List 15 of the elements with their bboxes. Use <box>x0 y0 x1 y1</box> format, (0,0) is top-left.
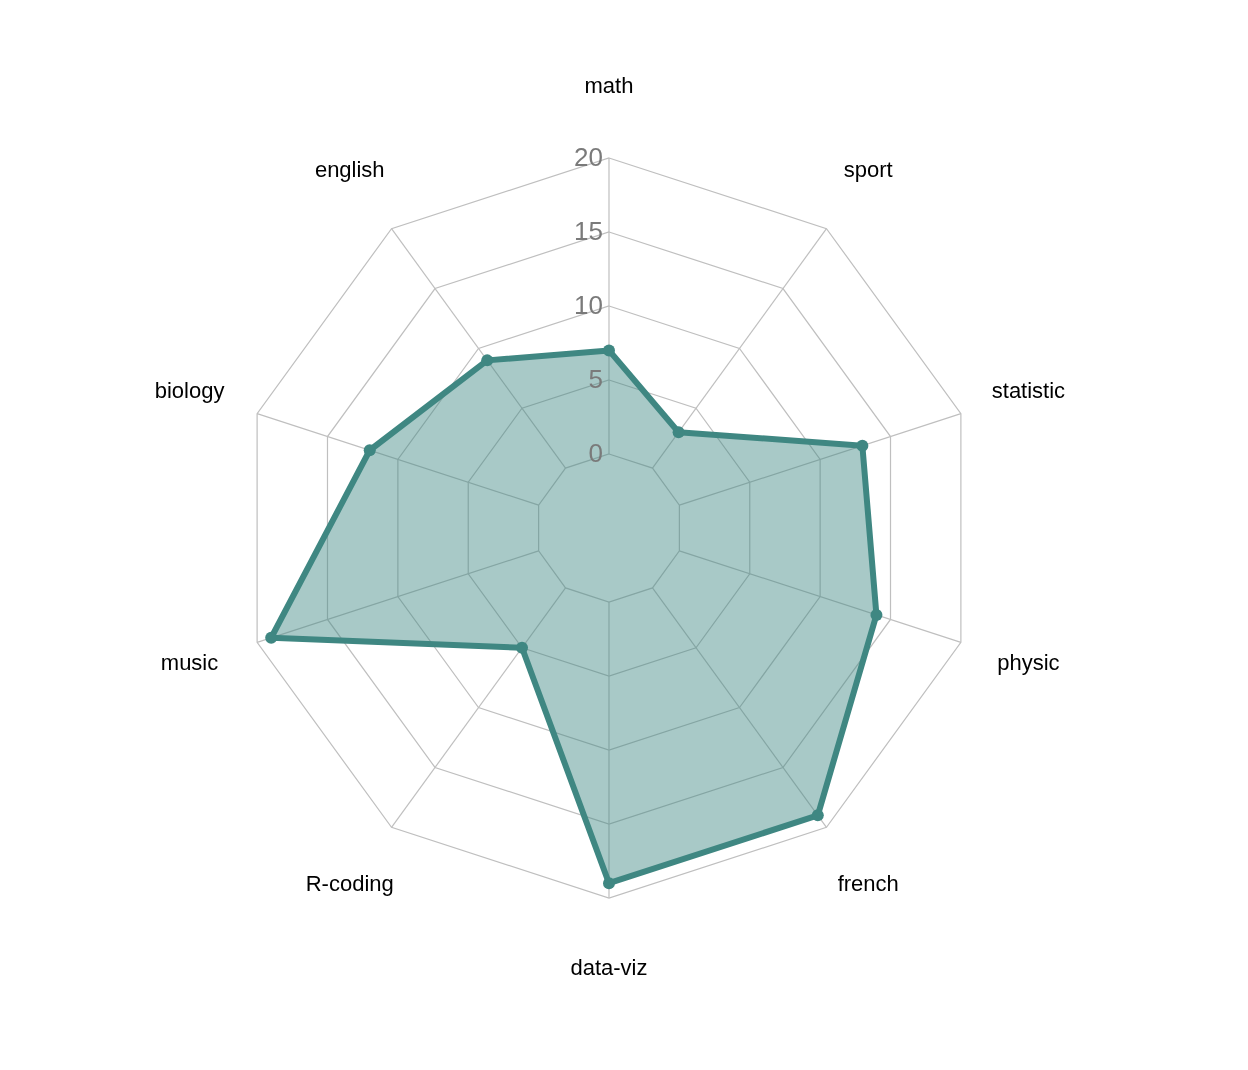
spoke-label: R-coding <box>305 870 394 896</box>
spoke-label: french <box>837 870 899 896</box>
spoke-label: english <box>314 157 385 182</box>
y-tick-label: 10 <box>574 290 603 320</box>
spoke-label: sport <box>843 157 893 182</box>
spoke-label: math <box>584 72 634 98</box>
spoke-label: music <box>160 650 219 676</box>
spoke-label: biology <box>154 377 225 403</box>
spoke-label: data-viz <box>570 954 648 980</box>
spoke-label: statistic <box>991 377 1066 403</box>
y-tick-label: 15 <box>574 216 603 246</box>
y-tick-label: 20 <box>574 142 603 172</box>
y-tick-label: 0 <box>588 438 603 468</box>
y-tick-label: 5 <box>588 364 603 394</box>
spoke-label: physic <box>997 650 1060 676</box>
